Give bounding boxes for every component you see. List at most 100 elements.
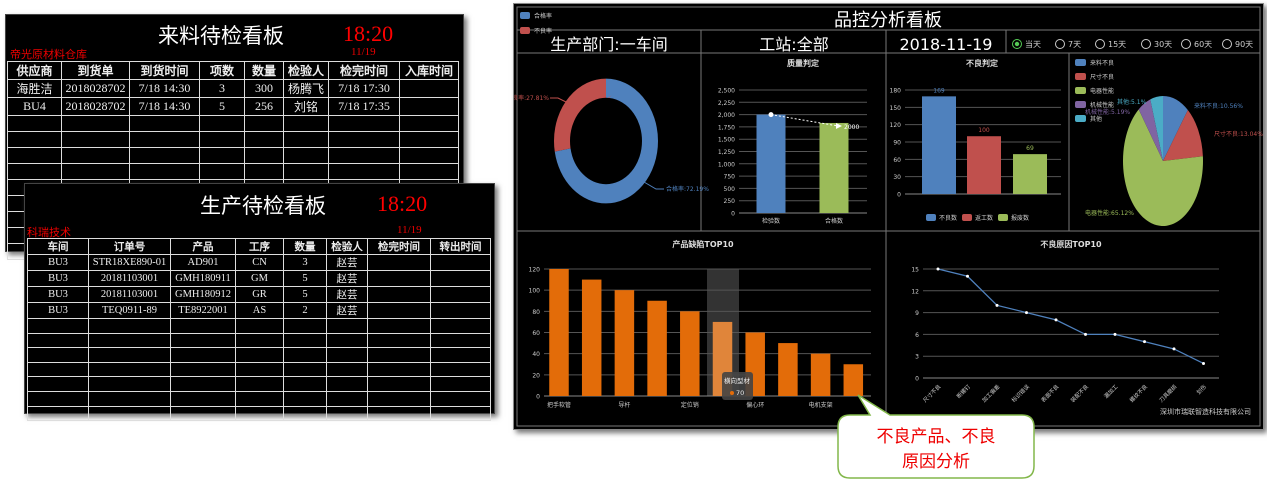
department-filter[interactable]: 生产部门:一车间 — [550, 35, 667, 54]
column-header: 检验人 — [283, 61, 329, 80]
table-cell — [235, 376, 284, 392]
bar-2 — [1013, 154, 1047, 194]
table-cell — [88, 390, 171, 407]
radio-circle-icon — [1012, 39, 1022, 49]
y-tick-label: 500 — [724, 186, 736, 193]
annotation-callout: 不良产品、不良 原因分析 — [837, 394, 1035, 479]
table-row — [7, 147, 459, 164]
table-cell — [283, 361, 327, 378]
range-radio-3[interactable]: 30天 — [1141, 39, 1173, 50]
table-cell — [27, 332, 89, 349]
data-label: 69 — [1026, 145, 1034, 152]
bar-7 — [778, 343, 798, 396]
bar-0 — [922, 96, 956, 194]
table-cell — [88, 405, 171, 422]
table-cell — [283, 376, 327, 392]
y-tick-label: 2,250 — [718, 100, 735, 107]
table-cell — [199, 147, 245, 164]
table-cell — [283, 405, 327, 422]
table-cell — [367, 347, 431, 363]
table-row — [7, 131, 459, 148]
y-tick-label: 15 — [911, 267, 919, 274]
table-cell — [170, 405, 236, 422]
pie-slice-1 — [1163, 110, 1203, 161]
station-filter[interactable]: 工站:全部 — [759, 35, 828, 54]
chart-title: 质量判定 — [787, 58, 819, 68]
y-tick-label: 120 — [529, 267, 541, 274]
radio-dot-icon — [1014, 41, 1020, 47]
legend-swatch — [998, 214, 1008, 221]
table-cell: BU3 — [27, 254, 89, 271]
table-cell — [283, 332, 327, 349]
production-board-date: 11/19 — [397, 224, 422, 236]
table-cell — [7, 131, 62, 148]
table-cell — [367, 302, 431, 319]
footer-company: 深圳市瑞联智造科技有限公司 — [1160, 407, 1251, 416]
radio-label: 90天 — [1235, 40, 1253, 49]
column-header: 数量 — [244, 61, 284, 80]
y-tick-label: 100 — [529, 288, 541, 295]
legend-swatch — [520, 27, 530, 34]
y-tick-label: 80 — [532, 309, 540, 316]
table-cell — [283, 163, 329, 180]
table-cell — [88, 361, 171, 378]
table-cell — [170, 332, 236, 349]
range-radio-2[interactable]: 15天 — [1095, 39, 1127, 50]
table-cell — [430, 286, 491, 303]
table-cell — [27, 347, 89, 363]
radio-circle-icon — [1222, 39, 1232, 49]
table-cell — [235, 361, 284, 378]
table-cell — [367, 361, 431, 378]
data-point-4 — [1054, 318, 1058, 322]
range-radio-5[interactable]: 90天 — [1222, 39, 1254, 50]
legend-label: 机械性能 — [1090, 101, 1114, 109]
table-cell — [170, 376, 236, 392]
table-row — [7, 163, 459, 180]
table-header-row: 供应商 到货单 到货时间 项数 数量 检验人 检完时间 入库时间 — [7, 61, 459, 80]
table-row — [27, 361, 491, 378]
table-cell: 刘铭 — [283, 97, 329, 116]
column-header: 数量 — [283, 238, 327, 255]
table-cell — [328, 163, 400, 180]
column-header: 工序 — [235, 238, 284, 255]
table-cell: 7/18 14:30 — [129, 97, 200, 116]
y-tick-label: 180 — [890, 88, 902, 95]
legend-label: 电器性能 — [1090, 87, 1114, 95]
company-label: 科瑞技术 — [27, 227, 71, 239]
table-cell — [367, 405, 431, 422]
x-tick-label: 合格数 — [825, 217, 843, 225]
legend-swatch — [1075, 59, 1086, 66]
table-cell — [367, 286, 431, 303]
table-cell: 2 — [283, 302, 327, 319]
table-cell — [399, 147, 459, 164]
slice-label: 来料不良:10.56% — [1194, 102, 1243, 110]
table-row — [27, 318, 491, 334]
table-cell — [235, 332, 284, 349]
table-cell: 杨腾飞 — [283, 79, 329, 98]
table-cell — [61, 115, 130, 132]
pie-slice-4 — [1150, 96, 1163, 161]
table-row — [27, 405, 491, 422]
x-tick-label: 把手软管 — [547, 401, 571, 409]
table-cell — [399, 163, 459, 180]
table-cell — [367, 318, 431, 334]
table-cell: BU3 — [27, 302, 89, 319]
range-radio-1[interactable]: 7天 — [1055, 39, 1082, 50]
bar-3 — [647, 300, 667, 396]
y-tick-label: 1,500 — [718, 137, 735, 144]
incoming-board-title: 来料待检看板 — [158, 24, 284, 48]
table-cell — [170, 390, 236, 407]
range-radio-4[interactable]: 60天 — [1181, 39, 1213, 50]
table-cell — [430, 332, 491, 349]
table-cell — [367, 390, 431, 407]
table-cell — [326, 318, 368, 334]
table-cell — [27, 361, 89, 378]
table-cell — [7, 147, 62, 164]
data-point-0 — [936, 267, 940, 271]
bar-1 — [581, 279, 602, 396]
table-row — [27, 347, 491, 363]
table-cell: CN — [235, 254, 284, 271]
range-radio-0[interactable]: 当天 — [1012, 39, 1042, 49]
table-cell: 5 — [283, 286, 327, 303]
slice-label: 电器性能:65.12% — [1085, 209, 1134, 217]
